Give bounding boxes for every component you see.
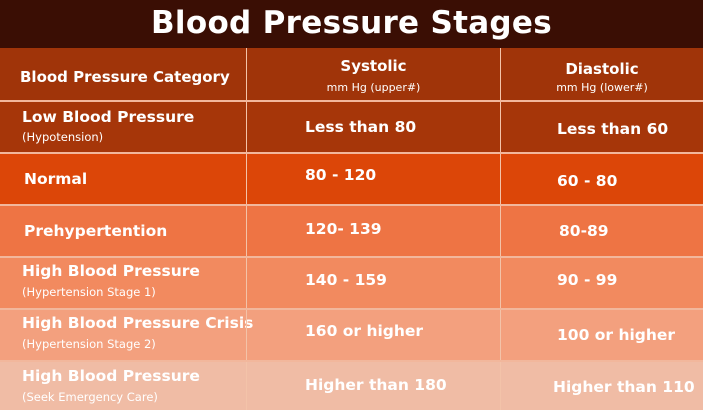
systolic-cell: Less than 80 bbox=[246, 102, 500, 152]
diastolic-value: 60 - 80 bbox=[557, 172, 618, 190]
table-row: Low Blood Pressure (Hypotension) Less th… bbox=[0, 100, 703, 152]
category-label: Low Blood Pressure bbox=[22, 108, 195, 126]
category-note: (Hypotension) bbox=[22, 130, 104, 144]
table-row: High Blood Pressure (Hypertension Stage … bbox=[0, 256, 703, 308]
table-row: Prehypertention 120- 139 80-89 bbox=[0, 204, 703, 256]
systolic-cell: 80 - 120 bbox=[246, 154, 500, 204]
category-label: Prehypertention bbox=[24, 222, 168, 240]
systolic-value: 120- 139 bbox=[305, 220, 382, 238]
table-row: High Blood Pressure (Seek Emergency Care… bbox=[0, 360, 703, 410]
diastolic-cell: 100 or higher bbox=[500, 310, 703, 360]
category-label: High Blood Pressure bbox=[22, 262, 200, 280]
category-note: (Seek Emergency Care) bbox=[22, 390, 158, 404]
systolic-cell: Higher than 180 bbox=[246, 362, 500, 410]
diastolic-value: Higher than 110 bbox=[553, 378, 695, 396]
diastolic-value: 80-89 bbox=[559, 222, 609, 240]
systolic-value: 160 or higher bbox=[305, 322, 424, 340]
systolic-cell: 160 or higher bbox=[246, 310, 500, 360]
category-cell: High Blood Pressure Crisis (Hypertension… bbox=[0, 310, 253, 360]
diastolic-cell: 90 - 99 bbox=[500, 258, 703, 308]
diastolic-cell: 60 - 80 bbox=[500, 154, 703, 204]
systolic-value: 140 - 159 bbox=[305, 271, 387, 289]
diastolic-value: 90 - 99 bbox=[557, 271, 618, 289]
category-label: High Blood Pressure Crisis bbox=[22, 314, 254, 332]
diastolic-value: 100 or higher bbox=[557, 326, 676, 344]
header-diastolic-cell: Diastolic mm Hg (lower#) bbox=[500, 48, 703, 100]
category-note: (Hypertension Stage 1) bbox=[22, 285, 156, 299]
category-label: Normal bbox=[24, 170, 88, 188]
header-systolic: Systolic bbox=[340, 57, 407, 75]
header-diastolic-unit: mm Hg (lower#) bbox=[556, 81, 648, 94]
category-cell: Normal bbox=[0, 154, 246, 204]
header-diastolic: Diastolic bbox=[565, 60, 639, 78]
bp-table: Blood Pressure Category Systolic mm Hg (… bbox=[0, 48, 703, 410]
table-header-row: Blood Pressure Category Systolic mm Hg (… bbox=[0, 48, 703, 100]
header-systolic-unit: mm Hg (upper#) bbox=[326, 81, 421, 94]
category-cell: High Blood Pressure (Hypertension Stage … bbox=[0, 258, 246, 308]
table-row: Normal 80 - 120 60 - 80 bbox=[0, 152, 703, 204]
diastolic-value: Less than 60 bbox=[557, 120, 669, 138]
table-row: High Blood Pressure Crisis (Hypertension… bbox=[0, 308, 703, 360]
category-cell: Prehypertention bbox=[0, 206, 246, 256]
systolic-cell: 120- 139 bbox=[246, 206, 500, 256]
diastolic-cell: Less than 60 bbox=[500, 102, 703, 152]
diastolic-cell: 80-89 bbox=[500, 206, 703, 256]
systolic-value: Less than 80 bbox=[305, 118, 417, 136]
category-cell: High Blood Pressure (Seek Emergency Care… bbox=[0, 362, 246, 410]
header-systolic-cell: Systolic mm Hg (upper#) bbox=[246, 48, 500, 100]
systolic-cell: 140 - 159 bbox=[246, 258, 500, 308]
systolic-value: 80 - 120 bbox=[305, 166, 377, 184]
header-category: Blood Pressure Category bbox=[20, 68, 230, 86]
category-note: (Hypertension Stage 2) bbox=[22, 337, 156, 351]
page-title: Blood Pressure Stages bbox=[0, 0, 703, 48]
header-category-cell: Blood Pressure Category bbox=[0, 48, 246, 100]
category-label: High Blood Pressure bbox=[22, 367, 200, 385]
diastolic-cell: Higher than 110 bbox=[500, 362, 703, 410]
category-cell: Low Blood Pressure (Hypotension) bbox=[0, 102, 246, 152]
systolic-value: Higher than 180 bbox=[305, 376, 447, 394]
